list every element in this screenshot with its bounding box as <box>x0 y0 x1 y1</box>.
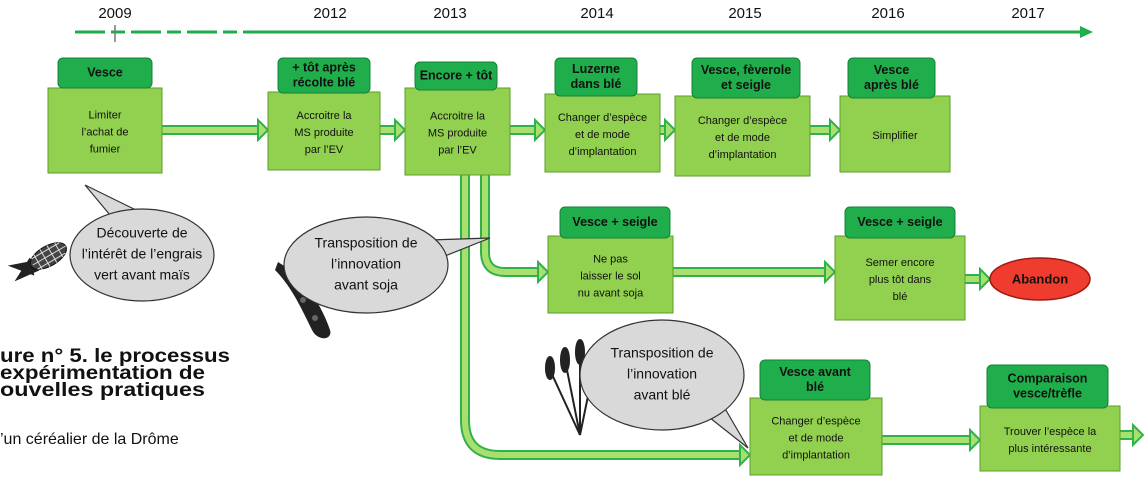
box-text: laisser le sol <box>580 270 641 282</box>
bubble-text: l’intérêt de l’engrais <box>82 246 203 262</box>
year-label: 2013 <box>433 5 466 22</box>
box-title: Vesce <box>874 63 910 77</box>
arrowhead <box>665 120 675 140</box>
box-text: Limiter <box>88 109 121 121</box>
box-title: Encore + tôt <box>420 68 493 82</box>
box-title: Vesce + seigle <box>572 215 657 229</box>
bubble-text: l’innovation <box>331 256 401 272</box>
box-text: d’implantation <box>569 146 637 158</box>
bubble-text: vert avant maïs <box>94 267 190 283</box>
box-text: fumier <box>90 143 121 155</box>
box-text: Changer d’espèce <box>698 115 787 127</box>
box-title: Vesce <box>87 65 123 79</box>
bubble-text: l’innovation <box>627 366 697 382</box>
box-text: Accroitre la <box>296 110 352 122</box>
box-text: Ne pas <box>593 253 628 265</box>
diagram: Vesce Limiter l’achat de fumier + tôt aprèsr… <box>0 0 1145 479</box>
caption-subtitle: ’un céréalier de la Drôme <box>0 431 179 448</box>
box-title: Vesce + seigle <box>857 215 942 229</box>
arrowhead <box>258 120 268 140</box>
bubble-text: Transposition de <box>611 345 714 361</box>
box-text: et de mode <box>575 129 630 141</box>
year-label: 2014 <box>580 5 613 22</box>
box-text: Simplifier <box>872 130 918 142</box>
timeline-arrowhead <box>1080 26 1093 38</box>
caption-title: ouvelles pratiques <box>0 380 205 401</box>
box-title: Vesce avant <box>779 365 851 379</box>
box-body <box>980 406 1120 471</box>
arrowhead <box>825 262 835 282</box>
box-title: dans blé <box>571 77 622 91</box>
box-text: et de mode <box>715 132 770 144</box>
abandon-label: Abandon <box>1012 271 1068 286</box>
box-text: d’implantation <box>782 449 850 461</box>
box-text: MS produite <box>428 127 487 139</box>
arrow-body <box>485 175 542 272</box>
box-title: récolte blé <box>293 75 356 89</box>
box-text: plus tôt dans <box>869 274 932 286</box>
box-text: et de mode <box>788 432 843 444</box>
arrowhead <box>535 120 545 140</box>
box-title: Luzerne <box>572 62 620 76</box>
box-text: par l’EV <box>305 144 344 156</box>
box-text: Accroitre la <box>430 110 486 122</box>
arrow-outline <box>485 175 542 272</box>
arrowhead <box>830 120 840 140</box>
arrowhead <box>970 430 980 450</box>
box-title: Vesce, fèverole <box>701 63 791 77</box>
box-title: vesce/trèfle <box>1013 386 1082 400</box>
box-text: MS produite <box>294 127 353 139</box>
box-title: blé <box>806 380 824 394</box>
corn-icon <box>6 236 71 286</box>
page: Vesce Limiter l’achat de fumier + tôt aprèsr… <box>0 0 1145 479</box>
arrowhead <box>980 269 990 289</box>
year-label: 2015 <box>728 5 761 22</box>
box-text: Changer d’espèce <box>771 415 860 427</box>
box-title: Comparaison <box>1008 371 1088 385</box>
box-title: + tôt après <box>292 60 356 74</box>
box-text: Changer d’espèce <box>558 112 647 124</box>
box-text: nu avant soja <box>578 287 644 299</box>
box-title: après blé <box>864 78 919 92</box>
box-text: Trouver l’espèce la <box>1004 426 1097 438</box>
box-text: par l’EV <box>438 144 477 156</box>
box-text: l’achat de <box>81 126 128 138</box>
box-text: Semer encore <box>865 257 934 269</box>
box-text: blé <box>893 291 908 303</box>
bubble-text: avant blé <box>634 387 691 403</box>
year-label: 2009 <box>98 5 131 22</box>
bubble-text: Transposition de <box>315 235 418 251</box>
year-label: 2016 <box>871 5 904 22</box>
year-label: 2017 <box>1011 5 1044 22</box>
arrowhead <box>740 445 750 465</box>
bubble-text: Découverte de <box>96 225 187 241</box>
year-label: 2012 <box>313 5 346 22</box>
box-title: et seigle <box>721 78 771 92</box>
arrowhead <box>1133 425 1143 445</box>
arrowhead <box>395 120 405 140</box>
bubble-text: avant soja <box>334 277 398 293</box>
arrowhead <box>538 262 548 282</box>
box-text: d’implantation <box>709 149 777 161</box>
box-text: plus intéressante <box>1008 443 1091 455</box>
